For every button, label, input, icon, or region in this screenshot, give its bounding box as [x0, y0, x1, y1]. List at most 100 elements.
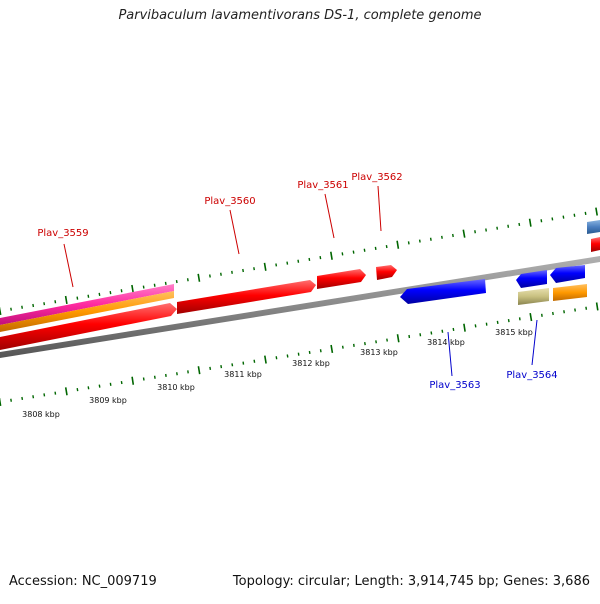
minor-tick	[509, 319, 510, 322]
minor-tick	[44, 302, 45, 305]
major-tick	[597, 303, 598, 311]
minor-tick	[553, 312, 554, 315]
minor-tick	[232, 363, 233, 366]
minor-tick	[453, 234, 454, 237]
major-tick	[132, 285, 133, 293]
minor-tick	[22, 306, 23, 309]
major-tick	[331, 252, 332, 260]
minor-tick	[364, 249, 365, 252]
minor-tick	[309, 351, 310, 354]
minor-tick	[442, 236, 443, 239]
topology-summary: Topology: circular; Length: 3,914,745 bp…	[233, 574, 590, 589]
minor-tick	[210, 367, 211, 370]
minor-tick	[475, 324, 476, 327]
gene-label-plav-3562[interactable]: Plav_3562	[351, 172, 402, 231]
gene-label-plav-3559[interactable]: Plav_3559	[37, 228, 88, 287]
axis-tick-label: 3808 kbp	[22, 410, 60, 419]
minor-tick	[55, 300, 56, 303]
minor-tick	[287, 355, 288, 358]
minor-tick	[188, 278, 189, 281]
minor-tick	[154, 284, 155, 287]
major-tick	[397, 241, 398, 249]
gene-arrow-plav-3562[interactable]	[376, 265, 397, 280]
major-tick	[530, 313, 531, 321]
minor-tick	[574, 214, 575, 217]
minor-tick	[99, 385, 100, 388]
gene-label-plav-3560[interactable]: Plav_3560	[204, 196, 255, 254]
minor-tick	[88, 386, 89, 389]
minor-tick	[144, 378, 145, 381]
axis-tick-label: 3809 kbp	[89, 396, 127, 405]
minor-tick	[77, 388, 78, 391]
minor-tick	[320, 256, 321, 259]
gene-label-text: Plav_3560	[204, 196, 255, 207]
minor-tick	[166, 282, 167, 285]
minor-tick	[99, 293, 100, 296]
lower-tick-row	[0, 303, 598, 406]
axis-tick-label: 3814 kbp	[427, 338, 465, 347]
orange-feature[interactable]	[553, 284, 587, 301]
minor-tick	[343, 346, 344, 349]
minor-tick	[575, 309, 576, 312]
minor-tick	[121, 289, 122, 292]
minor-tick	[287, 262, 288, 265]
minor-tick	[321, 349, 322, 352]
minor-tick	[11, 308, 12, 311]
minor-tick	[376, 340, 377, 343]
minor-tick	[33, 395, 34, 398]
minor-tick	[77, 297, 78, 300]
minor-tick	[121, 381, 122, 384]
minor-tick	[177, 372, 178, 375]
minor-tick	[110, 291, 111, 294]
minor-tick	[486, 229, 487, 232]
minor-tick	[497, 227, 498, 230]
axis-tick-label: 3813 kbp	[360, 348, 398, 357]
minor-tick	[453, 328, 454, 331]
major-tick	[530, 219, 531, 227]
minor-tick	[254, 360, 255, 363]
minor-tick	[254, 267, 255, 270]
steelblue-feature[interactable]	[587, 220, 600, 234]
minor-tick	[586, 307, 587, 310]
minor-tick	[585, 212, 586, 215]
minor-tick	[387, 339, 388, 342]
khaki-feature[interactable]	[518, 288, 549, 305]
gene-arrow-right-edge[interactable]	[591, 237, 600, 252]
genome-title: Parvibaculum lavamentivorans DS-1, compl…	[0, 8, 600, 23]
gene-arrow-plav-3561[interactable]	[317, 269, 366, 289]
minor-tick	[563, 216, 564, 219]
major-tick	[463, 230, 464, 238]
minor-tick	[221, 273, 222, 276]
minor-tick	[276, 356, 277, 359]
minor-tick	[177, 280, 178, 283]
minor-tick	[564, 310, 565, 313]
minor-tick	[22, 397, 23, 400]
gene-label-text: Plav_3561	[297, 180, 348, 191]
gene-label-text: Plav_3563	[429, 380, 480, 391]
major-tick	[66, 296, 67, 304]
gene-label-text: Plav_3559	[37, 228, 88, 239]
minor-tick	[431, 238, 432, 241]
major-tick	[331, 345, 332, 353]
minor-tick	[409, 241, 410, 244]
minor-tick	[420, 333, 421, 336]
major-tick	[198, 366, 199, 374]
major-tick	[0, 398, 1, 406]
gene-label-plav-3561[interactable]: Plav_3561	[297, 180, 348, 238]
minor-tick	[420, 240, 421, 243]
minor-tick	[365, 342, 366, 345]
minor-tick	[88, 295, 89, 298]
minor-tick	[497, 321, 498, 324]
minor-tick	[386, 245, 387, 248]
minor-tick	[442, 330, 443, 333]
accession-text: Accession: NC_009719	[9, 574, 157, 589]
minor-tick	[552, 218, 553, 221]
minor-tick	[508, 225, 509, 228]
axis-tick-label: 3815 kbp	[495, 328, 533, 337]
major-tick	[596, 208, 597, 216]
upper-tick-row	[0, 208, 597, 315]
gene-label-text: Plav_3562	[351, 172, 402, 183]
minor-tick	[11, 399, 12, 402]
